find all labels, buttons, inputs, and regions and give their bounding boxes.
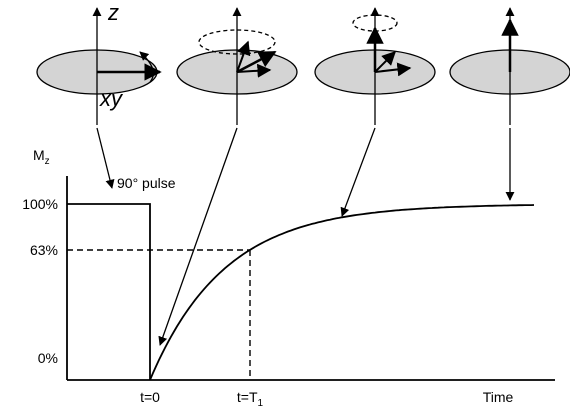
pulse-label: 90° pulse	[117, 175, 176, 191]
plot	[67, 176, 555, 380]
y-tick-label: 0%	[38, 350, 58, 366]
xy-label: xy	[99, 86, 124, 111]
y-axis-label: Mz	[33, 147, 50, 167]
diagram: z xy 90° pulse Mz 100% 63% 0% t=0 t=T1 T…	[0, 0, 570, 410]
y-label-main: M	[33, 147, 45, 163]
x-tick-label: t=T1	[237, 389, 264, 409]
y-tick-label: 100%	[22, 196, 58, 212]
y-label-sub: z	[45, 156, 50, 167]
y-tick-label: 63%	[30, 242, 58, 258]
x-tick-sub: 1	[258, 398, 264, 409]
x-tick-label: t=0	[140, 389, 160, 405]
x-tick-main: t=T	[237, 389, 258, 405]
page: z xy 90° pulse Mz 100% 63% 0% t=0 t=T1 T…	[0, 0, 570, 410]
recovery-curve	[150, 205, 534, 380]
x-tick-label: Time	[483, 389, 514, 405]
z-label: z	[107, 0, 119, 25]
